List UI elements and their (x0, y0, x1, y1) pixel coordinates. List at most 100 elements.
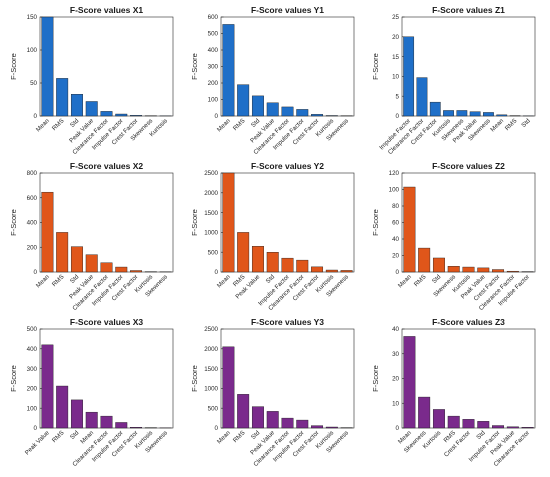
chart-panel-6: F-Score values Z2 F-Score 0 20 40 60 80 100 120 M… (371, 161, 536, 312)
bar (266, 251, 279, 273)
x-tick-label: RMS (504, 117, 519, 132)
y-tick-label: 2500 (204, 326, 218, 333)
x-tick-label: Std (69, 117, 81, 129)
y-tick-label: 30 (392, 351, 399, 358)
y-tick-label: 300 (27, 366, 38, 373)
x-tick-label: Std (431, 273, 443, 285)
y-tick-label: 300 (208, 64, 219, 71)
y-axis-label: F-Score (190, 53, 199, 80)
bar (70, 246, 83, 273)
y-tick-label: 0 (215, 269, 219, 276)
y-tick-label: 1500 (204, 210, 218, 217)
x-tick-label: Mean (216, 429, 232, 445)
y-tick-label: 500 (208, 405, 219, 412)
bar (429, 101, 441, 117)
bar (115, 113, 128, 117)
bar (41, 344, 54, 429)
y-axis-label: F-Score (190, 209, 199, 236)
y-tick-label: 800 (27, 170, 38, 177)
x-tick-label: Mean (489, 117, 505, 133)
bar (483, 112, 494, 117)
bar (41, 191, 54, 273)
x-tick-label: RMS (51, 117, 66, 132)
bar (237, 394, 250, 429)
y-tick-label: 150 (27, 14, 38, 21)
bar (70, 399, 83, 429)
y-tick-label: 0 (34, 269, 38, 276)
bar (100, 111, 113, 117)
bar (251, 246, 264, 273)
bar (432, 409, 445, 429)
chart-title: F-Score values Y1 (251, 5, 324, 15)
y-axis-label: F-Score (190, 365, 199, 392)
y-axis-label: F-Score (371, 53, 380, 80)
bar (296, 419, 309, 429)
bar (462, 419, 475, 429)
bar (251, 95, 264, 117)
chart-panel-2: F-Score values Y1 F-Score 0 100 200 300 400 500… (190, 5, 355, 156)
bar (447, 266, 460, 273)
y-tick-label: 0 (215, 113, 219, 120)
y-tick-label: 500 (27, 326, 38, 333)
y-tick-label: 1000 (204, 386, 218, 393)
x-tick-label: Mean (35, 117, 51, 133)
x-tick-label: Mean (216, 273, 232, 289)
y-tick-label: 120 (389, 170, 400, 177)
y-tick-label: 400 (27, 220, 38, 227)
y-tick-label: 80 (392, 203, 399, 210)
chart-title: F-Score values Z3 (432, 317, 505, 327)
x-tick-label: Mean (397, 273, 413, 289)
y-axis-label: F-Score (371, 365, 380, 392)
bar (100, 415, 113, 429)
bar (296, 259, 309, 273)
chart-title: F-Score values X3 (70, 317, 144, 327)
bar (492, 425, 505, 429)
x-tick-label: Peak Value (24, 429, 51, 456)
bar (237, 232, 250, 273)
y-tick-label: 40 (392, 326, 399, 333)
x-tick-label: Std (520, 117, 532, 129)
bar (237, 84, 250, 117)
y-tick-label: 600 (27, 195, 38, 202)
bar (85, 101, 98, 117)
bar (418, 396, 431, 429)
x-tick-label: Std (265, 273, 277, 285)
y-axis-label: F-Score (9, 365, 18, 392)
chart-title: F-Score values Z1 (432, 5, 505, 15)
bar (325, 426, 338, 429)
bar (266, 102, 279, 117)
bar (130, 270, 143, 273)
y-tick-label: 100 (208, 97, 219, 104)
chart-panel-7: F-Score values X3 F-Score 0 100 200 300 400 500… (9, 317, 174, 468)
bar (251, 406, 264, 429)
x-tick-label: Std (250, 117, 262, 129)
y-tick-label: 0 (34, 113, 38, 120)
x-tick-label: Mean (216, 117, 232, 133)
chart-panel-9: F-Score values Z3F-Score010203040MeanSke… (371, 317, 536, 468)
bar (222, 24, 235, 117)
bar (432, 257, 445, 273)
bar (416, 77, 428, 117)
bar (462, 266, 475, 273)
chart-title: F-Score values Y2 (251, 161, 324, 171)
x-tick-label: Std (475, 429, 487, 441)
bar (281, 257, 294, 273)
chart-panel-8: F-Score values Y3 F-Score 0 500 1000 1500 2000… (190, 317, 355, 468)
bar (496, 114, 508, 117)
y-tick-label: 200 (27, 386, 38, 393)
x-tick-label: RMS (51, 273, 66, 288)
x-tick-label: RMS (232, 429, 247, 444)
bar (130, 427, 143, 429)
y-tick-label: 2000 (204, 346, 218, 353)
bar (56, 385, 69, 429)
x-tick-label: Mean (35, 273, 51, 289)
bar (115, 266, 128, 273)
y-tick-label: 100 (27, 405, 38, 412)
bar (506, 270, 519, 273)
x-tick-label: Std (69, 429, 81, 441)
y-axis-label: F-Score (9, 53, 18, 80)
y-tick-label: 200 (27, 244, 38, 251)
y-tick-label: 0 (215, 425, 219, 432)
bar (296, 109, 309, 117)
